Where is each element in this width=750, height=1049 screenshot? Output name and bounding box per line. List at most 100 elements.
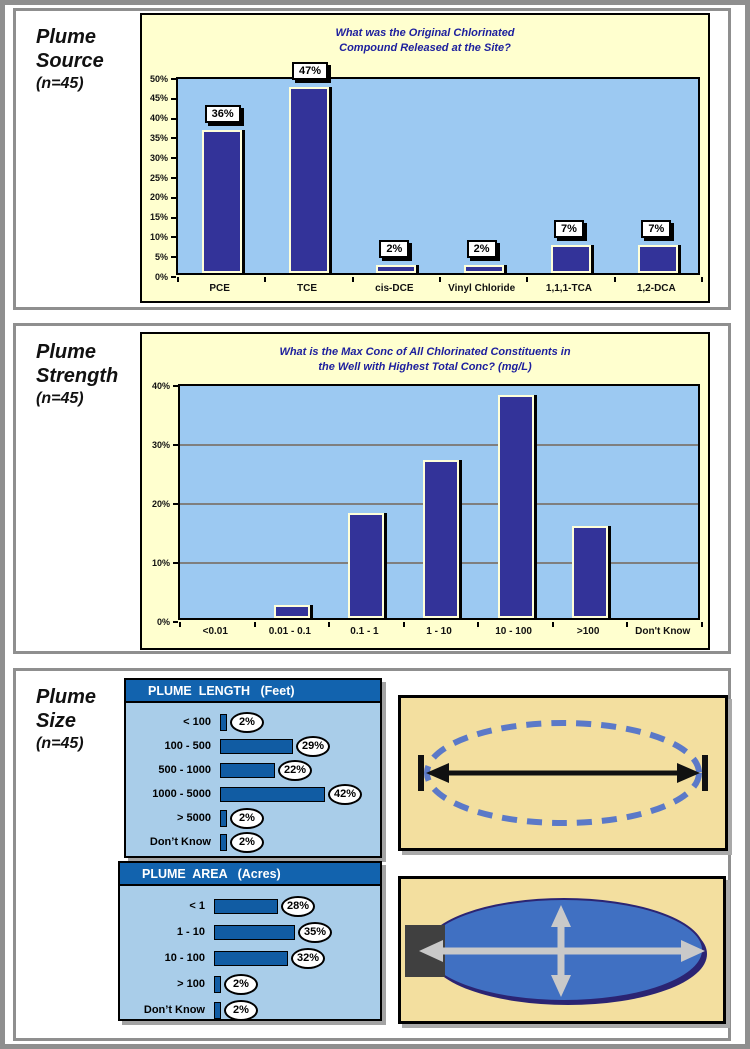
hbar-row: 500 - 1000 22% [126, 758, 380, 782]
bar-value-label: 7% [641, 220, 672, 239]
hbar-> 100 [214, 975, 221, 993]
y-axis-tick-label: 40% [149, 113, 168, 124]
panel-label-line: (n=45) [36, 74, 84, 92]
x-axis-labels: PCE TCE cis-DCE Vinyl Chloride 1,1,1-TCA 1,2-… [176, 283, 700, 294]
hbar-row: 100 - 500 29% [126, 734, 380, 758]
x-axis-category-label: cis-DCE [375, 283, 414, 294]
hbar-value-badge: 2% [230, 711, 264, 733]
chart-plume-area: PLUME AREA (Acres) < 1 28% 1 - 10 35% 10 - 1… [118, 861, 382, 1021]
plume-area-rows: < 1 28% 1 - 10 35% 10 - 100 32% > 100 2% Don’t K… [120, 886, 380, 1023]
x-axis-tick [402, 622, 405, 627]
panel-label-line: Plume [36, 341, 97, 363]
hbar-category-label: 100 - 500 [164, 740, 211, 752]
y-axis-tick [171, 177, 176, 179]
hbar-row: 10 - 100 32% [120, 945, 380, 971]
hbar-100 - 500 [220, 738, 293, 754]
hbar-value-badge: 2% [230, 807, 264, 829]
x-axis-category-label: <0.01 [202, 626, 228, 637]
y-axis-tick-label: 10% [151, 557, 170, 568]
x-axis-tick [253, 622, 256, 627]
bar-value-label: 47% [292, 61, 329, 80]
panel-label-line: Strength [36, 365, 119, 388]
y-axis-tick [173, 385, 178, 387]
hbar-row: > 100 2% [120, 971, 380, 997]
bar-value-label: 2% [379, 240, 410, 259]
chart-title-line: Compound Released at the Site? [339, 42, 511, 55]
hbar-category-label: 10 - 100 [164, 952, 205, 964]
y-axis-tick [171, 216, 176, 219]
hbar-10 - 100 [214, 950, 288, 966]
y-axis-tick [173, 621, 178, 623]
hbar-category-label: 1 - 10 [176, 926, 205, 938]
y-axis-tick-label: 0% [154, 271, 168, 282]
bar-value-label: 2% [466, 240, 497, 259]
y-axis-tick-label: 30% [149, 152, 168, 163]
y-axis-tick-label: 20% [151, 498, 170, 509]
bar->100 [572, 525, 609, 618]
plume-area-diagram-svg [405, 898, 707, 1005]
y-axis-tick [173, 562, 178, 564]
bar-TCE [289, 86, 329, 273]
y-axis-tick-label: 15% [149, 212, 168, 223]
x-axis-tick [701, 277, 703, 282]
chart-title-line: What was the Original Chlorinated [335, 27, 515, 39]
panel-plume-size: Plume Size (n=45) PLUME LENGTH (Feet) < … [13, 668, 731, 1041]
plume-length-header: PLUME LENGTH (Feet) [126, 680, 380, 703]
hbar-row: < 1 28% [120, 893, 380, 919]
hbar-value-badge: 22% [278, 759, 313, 781]
hbar-category-label: Don’t Know [149, 836, 211, 848]
panel-label-line: Size [36, 710, 77, 733]
bar-10 - 100 [497, 394, 534, 618]
panel-label-line: Plume [36, 26, 97, 48]
bar-value-label: 7% [554, 220, 584, 239]
y-axis-tick [173, 503, 178, 505]
length-arrow-right-head-grey [681, 940, 705, 962]
x-axis-tick [264, 277, 267, 282]
gridline [180, 444, 698, 446]
hbar-row: Don’t Know 2% [120, 997, 380, 1023]
length-arrow-left-head [426, 763, 449, 783]
x-axis-tick [351, 277, 354, 282]
hbar-category-label: 1000 - 5000 [152, 788, 211, 800]
plot-area-plume-source: 0% 5% 10% 15% 20% 25% 30% 35% 40% 45% 50% 36% 47% 2% 2… [150, 61, 703, 282]
hbar-row: > 5000 2% [126, 806, 380, 830]
chart-title: What was the Original Chlorinated Compou… [142, 26, 708, 57]
y-axis-tick [171, 78, 176, 80]
bar-PCE [201, 130, 242, 273]
x-axis-category-label: TCE [296, 283, 317, 294]
panel-label-line: Plume [36, 686, 97, 708]
x-axis-category-label: 1 - 10 [426, 626, 452, 637]
plume-area-diagram [398, 876, 726, 1024]
y-axis-tick [171, 196, 176, 199]
y-axis-tick [171, 117, 176, 120]
hbar-value-badge: 32% [291, 947, 326, 969]
hbar-row: 1000 - 5000 42% [126, 782, 380, 806]
hbar-value-badge: 2% [224, 999, 258, 1021]
x-axis-tick [701, 622, 703, 627]
y-axis-tick [171, 137, 176, 140]
hbar-value-badge: 2% [224, 973, 258, 995]
x-axis-tick [328, 622, 331, 627]
y-axis-tick-label: 20% [149, 192, 168, 203]
x-axis-category-label: Vinyl Chloride [448, 283, 516, 294]
x-axis-labels: <0.01 0.01 - 0.1 0.1 - 1 1 - 10 10 - 100 >100… [178, 626, 700, 637]
chart-plume-length: PLUME LENGTH (Feet) < 100 2% 100 - 500 29% 5… [124, 678, 382, 858]
bar-0.01 - 0.1 [273, 605, 310, 618]
bar-1,1,1-TCA [551, 245, 591, 273]
hbar-row: 1 - 10 35% [120, 919, 380, 945]
x-axis-category-label: >100 [576, 626, 600, 637]
y-axis-tick-label: 30% [151, 439, 170, 450]
x-axis-tick [179, 622, 181, 627]
bar-1,2-DCA [638, 245, 679, 273]
hbar-value-badge: 28% [281, 895, 316, 917]
y-axis-tick-label: 45% [149, 93, 168, 104]
y-axis-tick-label: 25% [149, 172, 168, 183]
hbar-row: < 100 2% [126, 710, 380, 734]
panel-plume-strength: Plume Strength (n=45) What is the Max Co… [13, 323, 731, 654]
length-arrow-right-head [677, 763, 700, 783]
y-axis-tick [171, 256, 176, 259]
right-end-bar [702, 755, 708, 791]
length-arrow-left-head-grey [419, 940, 443, 962]
hbar-value-badge: 42% [328, 783, 363, 805]
